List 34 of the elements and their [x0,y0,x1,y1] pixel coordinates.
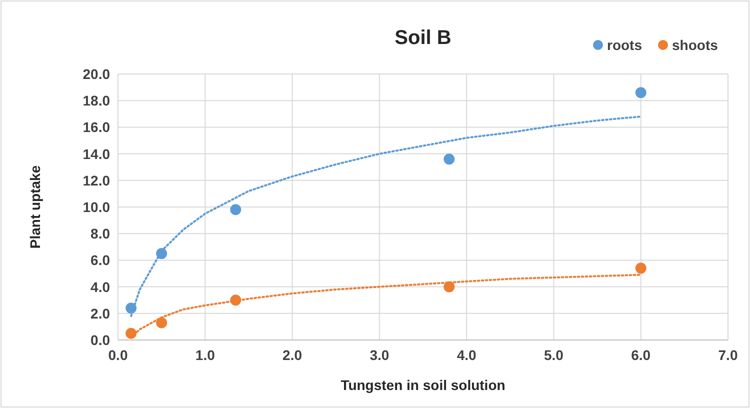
y-tick-label: 2.0 [90,305,110,322]
y-tick-label: 10.0 [82,199,110,215]
point [444,154,455,165]
y-tick-label: 16.0 [82,119,110,136]
y-tick-label: 20.0 [82,66,110,82]
x-tick-label: 1.0 [195,347,216,363]
point [230,204,242,216]
x-tick-label: 6.0 [631,347,651,363]
point [635,262,646,274]
y-tick-label: 0.0 [90,332,110,348]
point [126,328,137,339]
y-tick-label: 4.0 [90,278,110,295]
y-tick-label: 14.0 [82,146,110,162]
x-tick-label: 4.0 [456,347,477,363]
point [444,281,455,292]
point [156,317,168,328]
y-tick-label: 8.0 [90,226,110,242]
x-tick-label: 7.0 [718,347,738,363]
point [635,87,646,98]
y-tick-label: 12.0 [82,172,110,188]
x-tick-label: 5.0 [544,347,564,363]
y-tick-label: 18.0 [82,92,110,109]
x-axis-title: Tungsten in soil solution [340,377,506,393]
x-tick-label: 2.0 [282,347,302,363]
point [230,294,242,306]
point [156,248,168,260]
point [126,302,137,314]
legend-label: roots [607,37,642,53]
x-tick-label: 0.0 [108,347,128,363]
y-axis-title: Plant uptake [27,165,43,249]
y-tick-label: 6.0 [90,252,110,268]
legend-label: shoots [672,37,718,53]
x-tick-label: 3.0 [370,347,390,363]
chart-title: Soil B [394,27,452,49]
